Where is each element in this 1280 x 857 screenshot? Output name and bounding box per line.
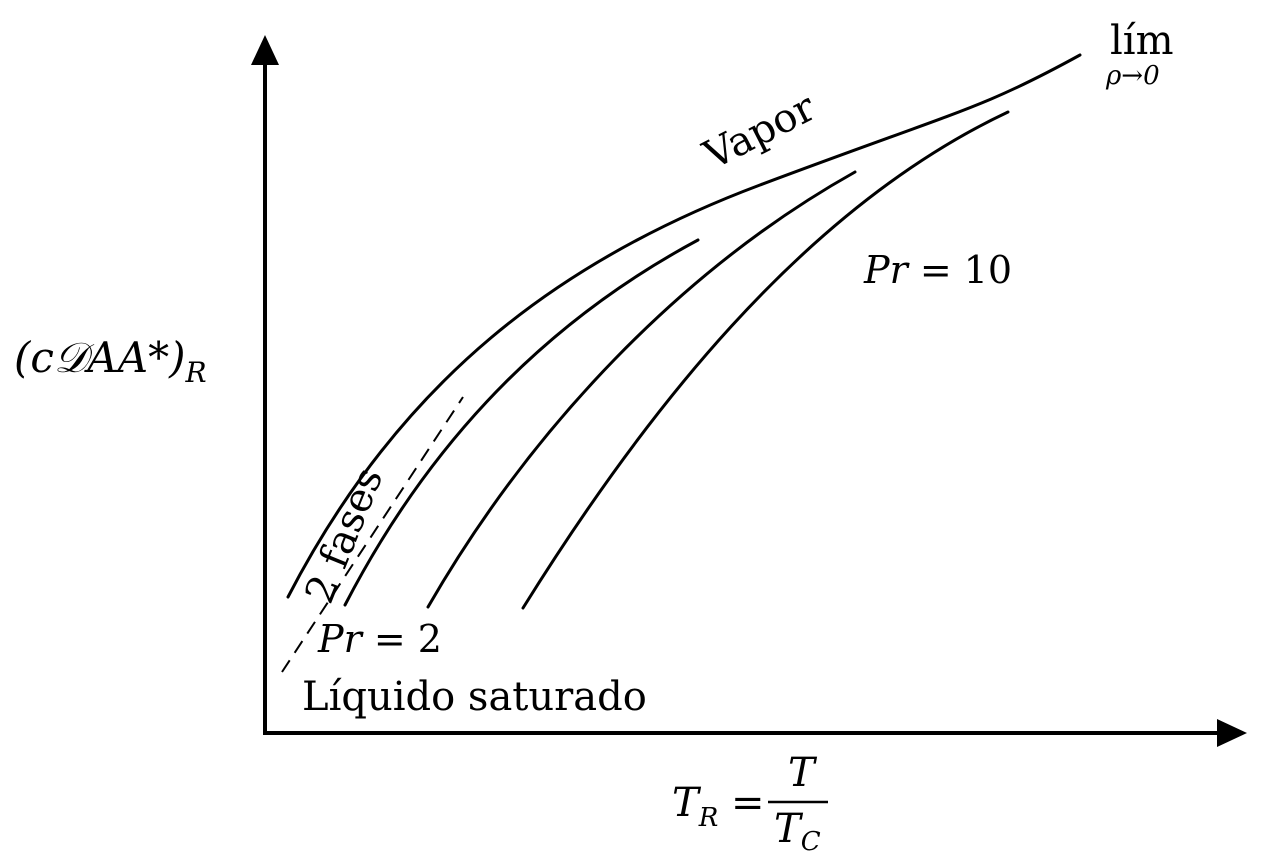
curve-vapor-limit [286,53,1082,599]
two-phase-boundary-dashed [281,396,464,673]
curve-pr-mid [426,170,857,609]
x-axis-numerator: T [788,750,818,796]
limit-label: lím [1110,18,1174,64]
saturated-liquid-label: Líquido saturado [302,674,647,720]
x-axis-denominator: TC [774,806,821,857]
svg-text:TR =: TR = [672,780,765,833]
two-phase-label: 2 fases [297,461,393,609]
curve-pr-10 [521,110,1010,610]
pr-10-label: Pr = 10 [863,248,1012,292]
vapor-label: Vapor [696,84,824,179]
y-axis-label: (c𝒟AA*)R [14,333,207,389]
x-axis-label: TR = T TC [672,750,828,857]
x-axis-arrow [1217,719,1247,747]
limit-subscript: ρ→0 [1105,61,1160,91]
curve-pr-2 [343,238,700,607]
pr-2-label: Pr = 2 [317,617,442,661]
y-axis-arrow [251,35,279,65]
